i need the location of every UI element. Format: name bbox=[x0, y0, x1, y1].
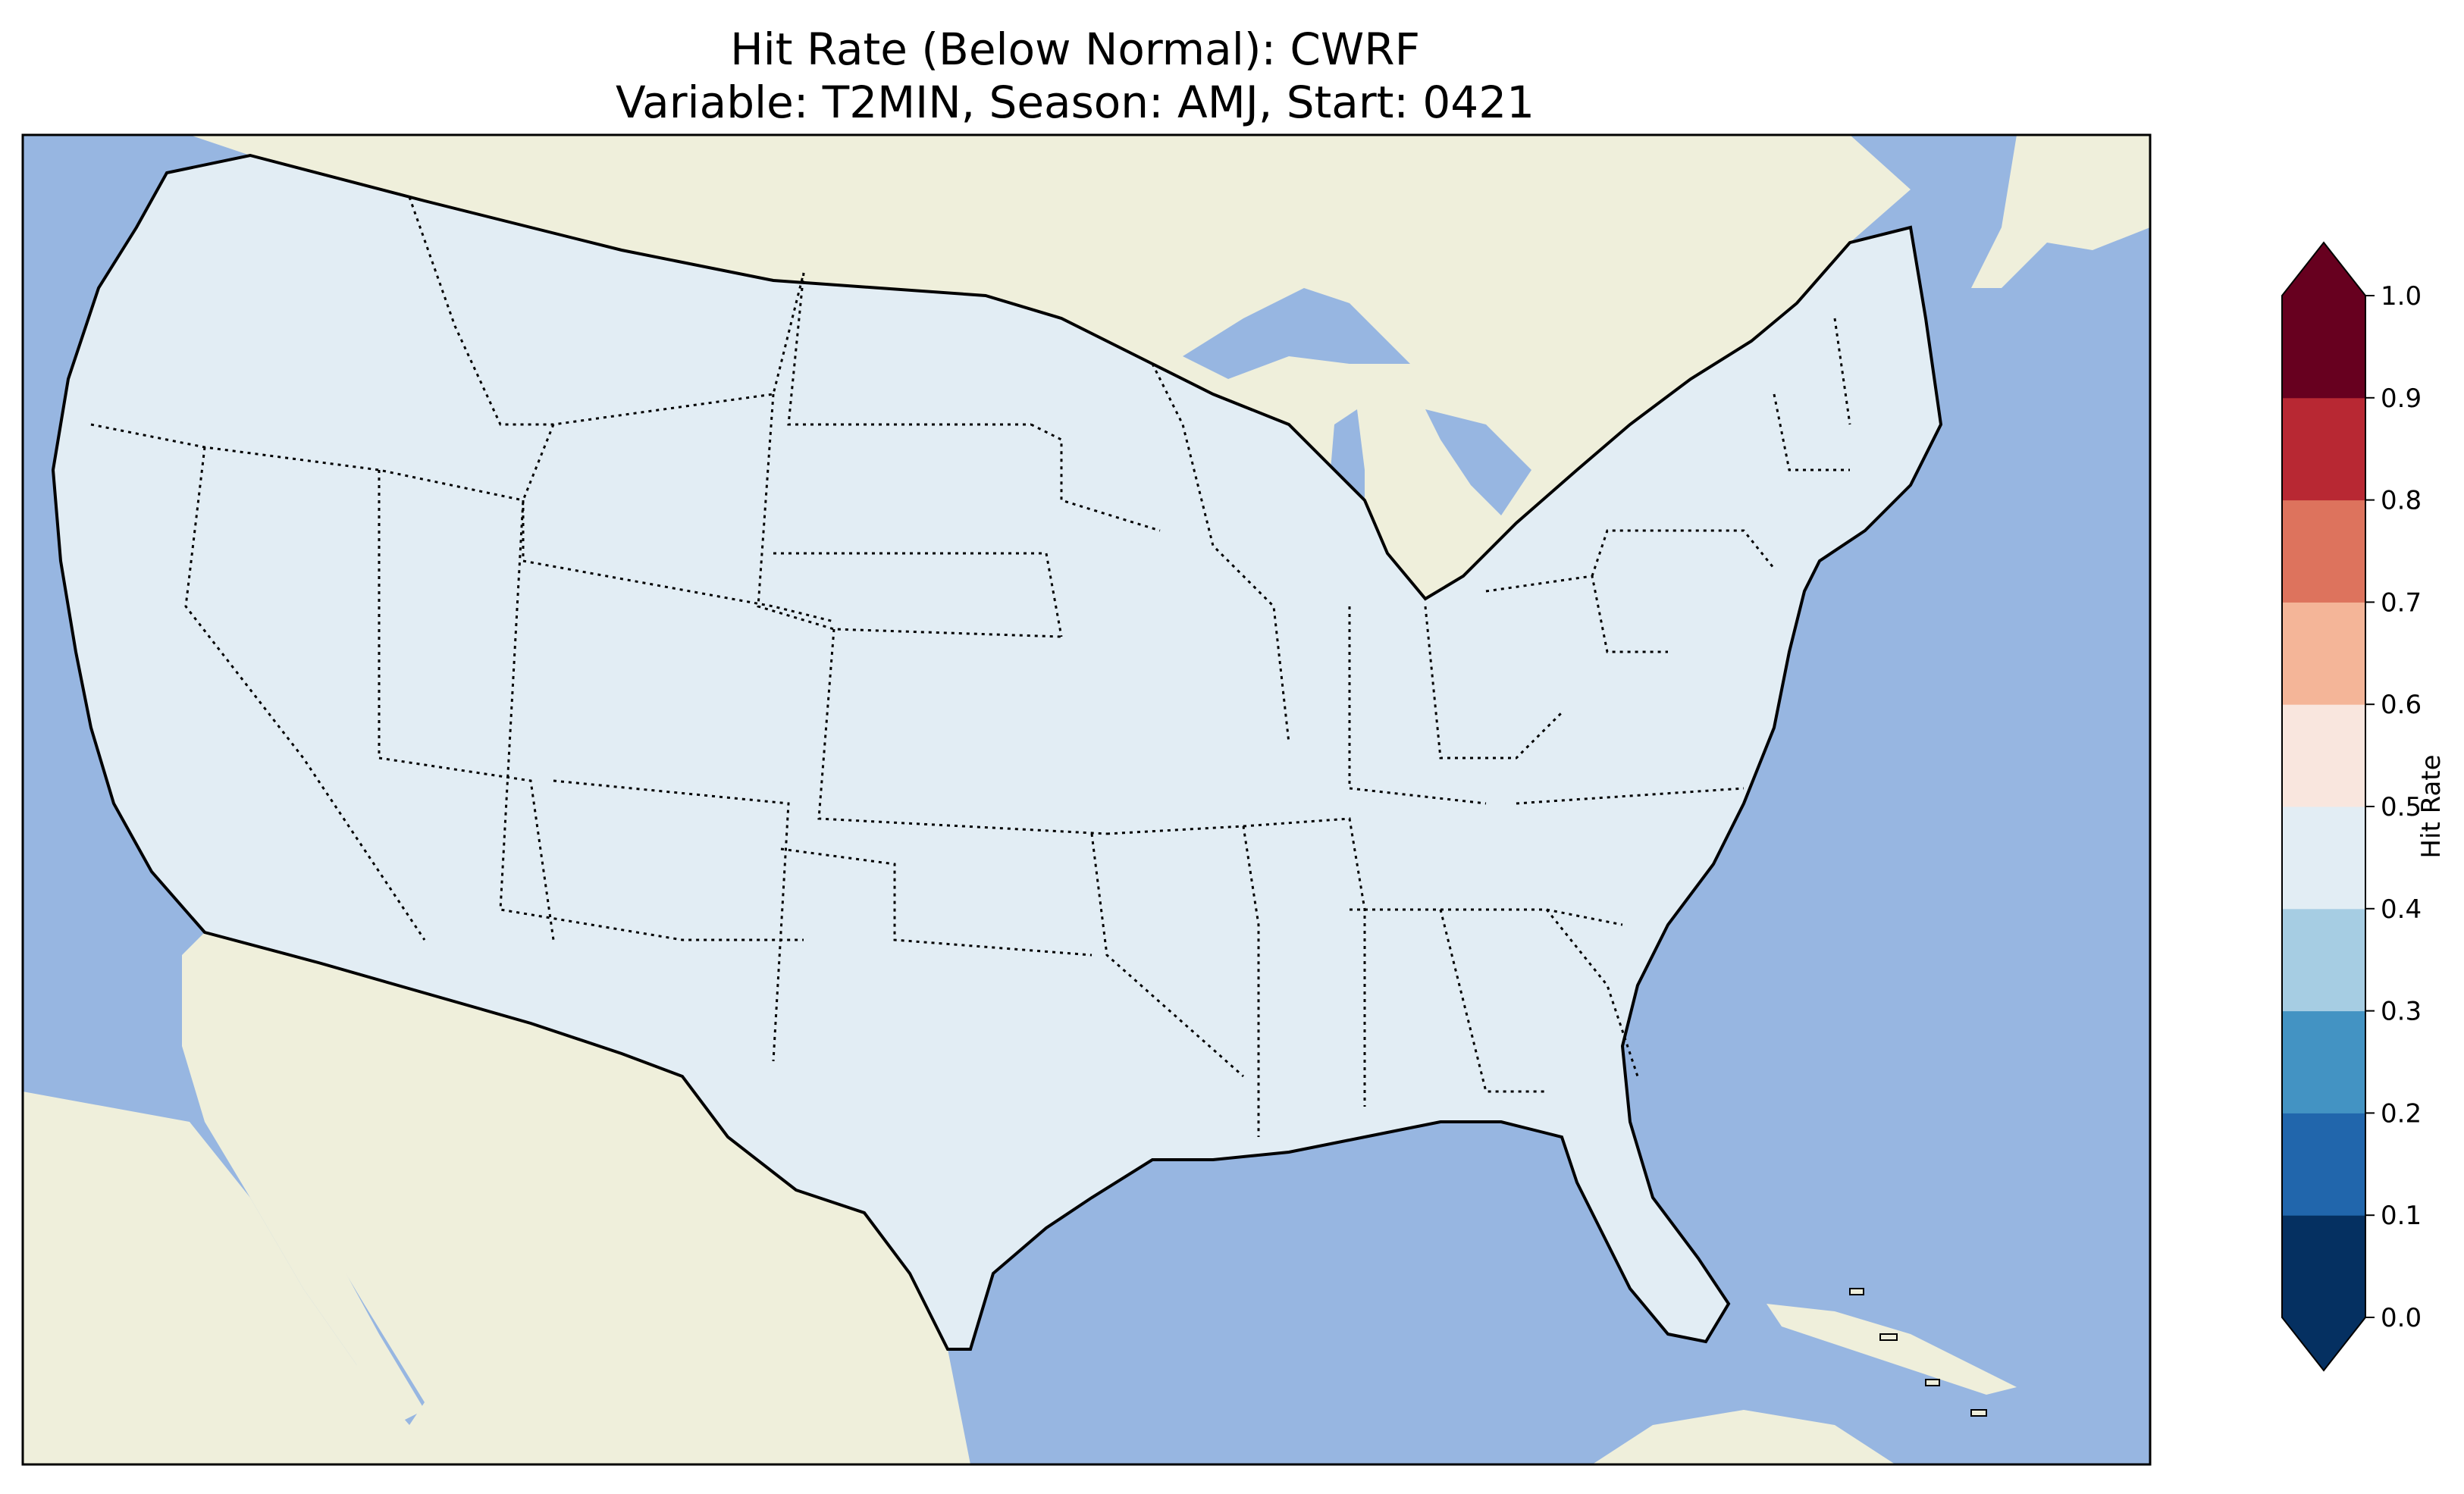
map-title: Hit Rate (Below Normal): CWRF Variable: … bbox=[0, 23, 2150, 129]
colorbar-tick-label: 0.0 bbox=[2381, 1303, 2422, 1333]
colorbar-tick-label: 1.0 bbox=[2381, 281, 2422, 312]
bahamas bbox=[1849, 1288, 1987, 1417]
colorbar-bin bbox=[2282, 1215, 2365, 1318]
state-borders bbox=[90, 196, 1851, 1137]
map-frame bbox=[21, 133, 2152, 1466]
colorbar-bins bbox=[2282, 296, 2365, 1318]
colorbar-extend-top bbox=[2282, 243, 2365, 296]
colorbar-bin bbox=[2282, 704, 2365, 807]
colorbar-tick-label: 0.3 bbox=[2381, 997, 2422, 1027]
colorbar-extend-bottom bbox=[2282, 1317, 2365, 1370]
title-line-2: Variable: T2MIN, Season: AMJ, Start: 042… bbox=[616, 77, 1535, 128]
colorbar-tick-label: 0.1 bbox=[2381, 1201, 2422, 1231]
colorbar-bin bbox=[2282, 500, 2365, 603]
colorbar-bin bbox=[2282, 397, 2365, 501]
colorbar-tick-label: 0.6 bbox=[2381, 690, 2422, 720]
colorbar-bin bbox=[2282, 1113, 2365, 1216]
lake-superior bbox=[1183, 288, 1410, 379]
colorbar-ticks: 0.0 0.1 0.2 0.3 0.4 0.5 0.6 0.7 0.8 0.9 1.0 bbox=[2365, 281, 2422, 1333]
colorbar-tick-label: 0.5 bbox=[2381, 792, 2422, 822]
colorbar-bin bbox=[2282, 807, 2365, 910]
colorbar-bin bbox=[2282, 908, 2365, 1012]
colorbar-tick-label: 0.8 bbox=[2381, 486, 2422, 516]
maritimes-land bbox=[1971, 135, 2150, 288]
lake-huron bbox=[1425, 409, 1531, 515]
cuba-land bbox=[1766, 1304, 2017, 1395]
colorbar-tick-label: 0.2 bbox=[2381, 1098, 2422, 1129]
colorbar-bin bbox=[2282, 1010, 2365, 1113]
colorbar-bin bbox=[2282, 296, 2365, 399]
colorbar-label: Hit Rate bbox=[2416, 754, 2447, 858]
colorbar-tick-label: 0.9 bbox=[2381, 384, 2422, 414]
colorbar-tick-label: 0.4 bbox=[2381, 894, 2422, 925]
caribbean-land bbox=[1592, 1410, 1895, 1464]
canada-border bbox=[249, 154, 1062, 320]
baja-land bbox=[182, 932, 425, 1425]
title-line-1: Hit Rate (Below Normal): CWRF bbox=[730, 23, 1420, 75]
colorbar-bin bbox=[2282, 602, 2365, 705]
colorbar-tick-label: 0.7 bbox=[2381, 587, 2422, 618]
mexico-land bbox=[23, 932, 970, 1464]
